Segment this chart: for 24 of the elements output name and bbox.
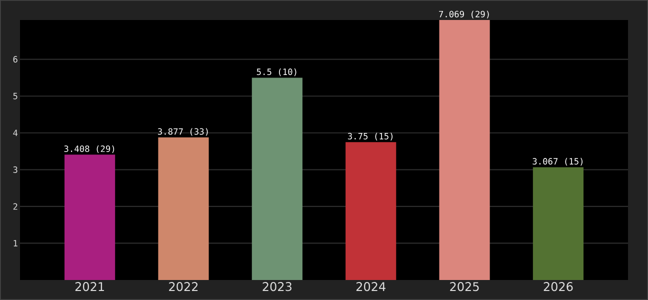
y-tick-label: 2: [13, 203, 18, 210]
y-tick-label: 5: [13, 92, 18, 100]
x-tick-label: 2025: [450, 282, 479, 292]
y-tick-label: 1: [14, 240, 18, 246]
y-tick-label: 3: [13, 166, 18, 173]
x-tick-label: 2024: [356, 282, 386, 292]
x-tick-label: 2022: [169, 282, 198, 292]
data-label: 7.069 (29): [439, 10, 489, 18]
bar: [64, 154, 116, 280]
data-label: 3.75 (15): [348, 132, 393, 140]
bar: [439, 20, 490, 280]
y-tick-label: 4: [13, 130, 18, 136]
x-tick-label: 2026: [544, 282, 573, 292]
data-label: 5.5 (10): [256, 68, 296, 76]
x-tick-label: 2023: [262, 282, 292, 292]
x-tick-label: 2021: [75, 282, 104, 292]
y-tick-label: 6: [13, 56, 18, 63]
bar: [252, 78, 302, 280]
bar: [158, 137, 209, 280]
bar: [346, 142, 396, 280]
data-label: 3.067 (15): [532, 158, 582, 166]
data-label: 3.408 (29): [64, 145, 114, 154]
data-label: 3.877 (33): [158, 128, 208, 136]
bar: [532, 167, 584, 280]
